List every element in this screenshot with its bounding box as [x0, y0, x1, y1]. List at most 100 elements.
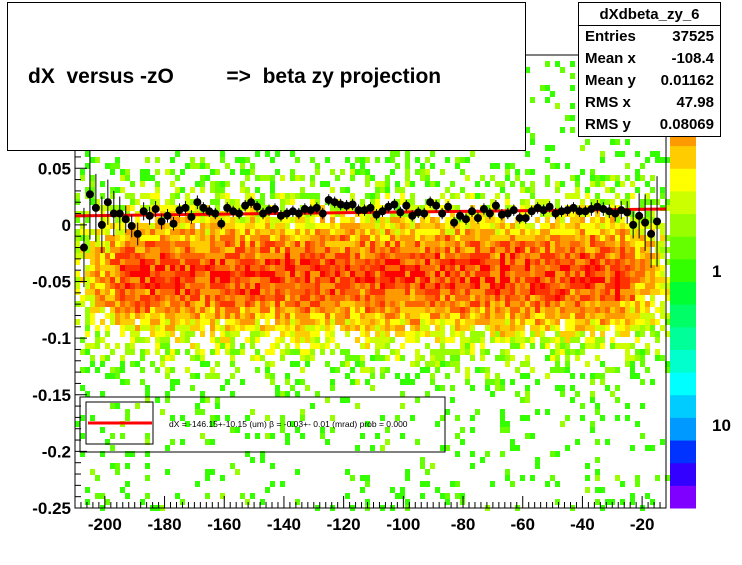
heatmap-cell — [515, 319, 520, 325]
heatmap-cell — [565, 343, 570, 349]
heatmap-cell — [590, 379, 595, 385]
heatmap-cell — [610, 265, 615, 271]
heatmap-cell — [515, 301, 520, 307]
heatmap-cell — [230, 277, 235, 283]
heatmap-cell — [225, 247, 230, 253]
heatmap-cell — [535, 331, 540, 337]
heatmap-cell — [570, 127, 575, 133]
heatmap-cell — [145, 247, 150, 253]
heatmap-cell — [310, 157, 315, 163]
heatmap-cell — [125, 235, 130, 241]
heatmap-cell — [560, 313, 565, 319]
heatmap-cell — [325, 397, 330, 403]
heatmap-cell — [555, 247, 560, 253]
heatmap-cell — [225, 271, 230, 277]
heatmap-cell — [345, 493, 350, 499]
heatmap-cell — [300, 331, 305, 337]
heatmap-cell — [105, 289, 110, 295]
heatmap-cell — [465, 229, 470, 235]
heatmap-cell — [400, 325, 405, 331]
heatmap-cell — [285, 253, 290, 259]
heatmap-cell — [550, 247, 555, 253]
heatmap-cell — [365, 295, 370, 301]
heatmap-cell — [610, 235, 615, 241]
heatmap-cell — [415, 397, 420, 403]
heatmap-cell — [410, 301, 415, 307]
heatmap-cell — [630, 313, 635, 319]
heatmap-cell — [220, 493, 225, 499]
heatmap-cell — [575, 241, 580, 247]
heatmap-cell — [330, 283, 335, 289]
heatmap-cell — [480, 301, 485, 307]
heatmap-cell — [260, 301, 265, 307]
heatmap-cell — [140, 175, 145, 181]
heatmap-cell — [255, 271, 260, 277]
heatmap-cell — [320, 433, 325, 439]
heatmap-cell — [95, 307, 100, 313]
heatmap-cell — [345, 325, 350, 331]
heatmap-cell — [460, 319, 465, 325]
heatmap-cell — [100, 247, 105, 253]
heatmap-cell — [355, 277, 360, 283]
heatmap-cell — [195, 355, 200, 361]
heatmap-cell — [295, 289, 300, 295]
heatmap-cell — [115, 463, 120, 469]
heatmap-cell — [230, 241, 235, 247]
heatmap-cell — [385, 187, 390, 193]
heatmap-cell — [195, 313, 200, 319]
data-point — [444, 202, 453, 211]
heatmap-cell — [130, 319, 135, 325]
y-tick-label: -0.05 — [32, 273, 71, 292]
heatmap-cell — [460, 277, 465, 283]
heatmap-cell — [375, 193, 380, 199]
heatmap-cell — [405, 499, 410, 505]
heatmap-cell — [540, 331, 545, 337]
heatmap-cell — [445, 409, 450, 415]
stats-row-rms-y: RMS y 0.08069 — [585, 114, 714, 136]
heatmap-cell — [565, 265, 570, 271]
heatmap-cell — [590, 217, 595, 223]
heatmap-cell — [660, 271, 665, 277]
heatmap-cell — [570, 385, 575, 391]
heatmap-cell — [530, 475, 535, 481]
heatmap-cell — [605, 367, 610, 373]
heatmap-cell — [225, 301, 230, 307]
heatmap-cell — [255, 235, 260, 241]
heatmap-cell — [325, 235, 330, 241]
heatmap-cell — [155, 223, 160, 229]
heatmap-cell — [360, 229, 365, 235]
heatmap-cell — [235, 319, 240, 325]
heatmap-cell — [435, 385, 440, 391]
heatmap-cell — [285, 259, 290, 265]
heatmap-cell — [440, 355, 445, 361]
heatmap-cell — [535, 241, 540, 247]
heatmap-cell — [440, 277, 445, 283]
heatmap-cell — [500, 451, 505, 457]
heatmap-cell — [285, 229, 290, 235]
heatmap-cell — [615, 181, 620, 187]
heatmap-cell — [640, 223, 645, 229]
heatmap-cell — [110, 187, 115, 193]
heatmap-cell — [295, 247, 300, 253]
heatmap-cell — [255, 289, 260, 295]
heatmap-cell — [555, 199, 560, 205]
heatmap-cell — [380, 277, 385, 283]
x-tick-label: -120 — [327, 515, 361, 534]
heatmap-cell — [110, 193, 115, 199]
heatmap-cell — [560, 271, 565, 277]
heatmap-cell — [240, 379, 245, 385]
heatmap-cell — [100, 337, 105, 343]
heatmap-cell — [570, 307, 575, 313]
heatmap-cell — [240, 325, 245, 331]
heatmap-cell — [245, 187, 250, 193]
heatmap-cell — [180, 325, 185, 331]
heatmap-cell — [625, 331, 630, 337]
heatmap-cell — [105, 439, 110, 445]
heatmap-cell — [140, 259, 145, 265]
heatmap-cell — [155, 343, 160, 349]
heatmap-cell — [210, 319, 215, 325]
heatmap-cell — [655, 265, 660, 271]
heatmap-cell — [360, 475, 365, 481]
heatmap-cell — [315, 301, 320, 307]
heatmap-cell — [455, 313, 460, 319]
